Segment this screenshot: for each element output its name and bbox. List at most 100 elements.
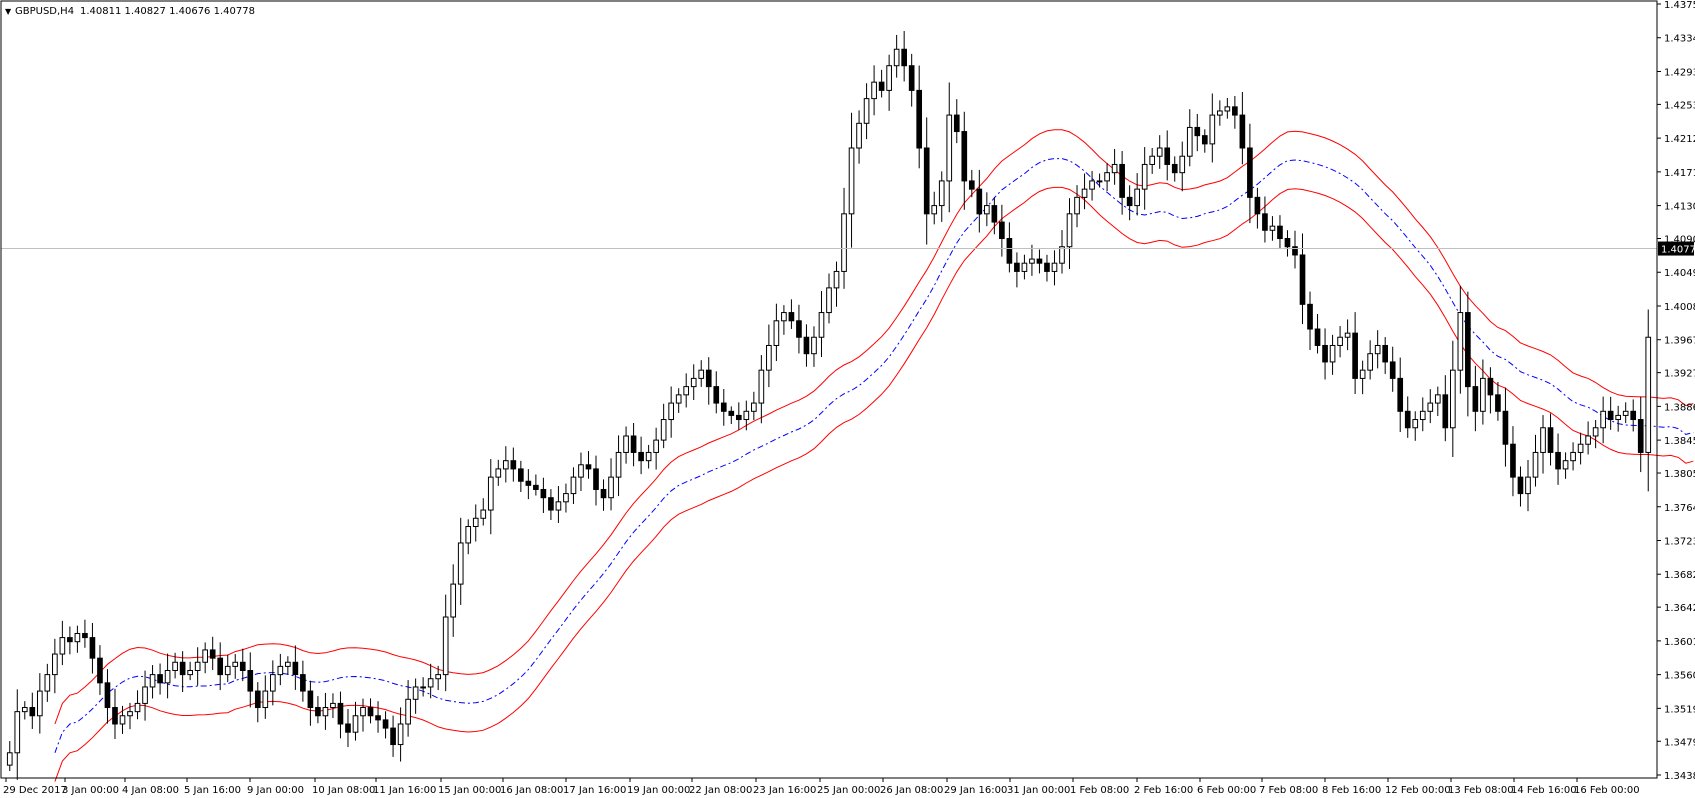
candle — [1126, 185, 1133, 221]
candle — [1510, 426, 1516, 497]
y-tick-label: 1.42120 — [1664, 134, 1695, 145]
candle — [127, 702, 133, 730]
candle — [811, 326, 817, 367]
candle — [1645, 309, 1652, 492]
candle — [1637, 396, 1644, 473]
candle — [337, 691, 344, 739]
candle-body-bear — [1510, 443, 1516, 478]
candle-body-bull — [758, 369, 765, 404]
candle-body-bull — [1344, 332, 1351, 338]
candle-body-bear — [1465, 312, 1471, 388]
candle-body-bear — [803, 336, 810, 355]
candle-body-bull — [931, 205, 938, 215]
candle-body-bull — [690, 377, 697, 388]
candle — [1525, 459, 1531, 512]
candle-body-bear — [239, 661, 246, 671]
candle — [585, 451, 592, 479]
candle-body-bear — [540, 488, 547, 499]
candle — [345, 709, 351, 748]
candle — [1059, 230, 1065, 274]
candle — [360, 698, 366, 732]
candle-body-bull — [946, 114, 953, 182]
x-tick-label: 2 Feb 16:00 — [1134, 785, 1193, 796]
candle — [683, 373, 690, 408]
candle-body-bear — [901, 48, 907, 67]
candle-body-bear — [1292, 246, 1298, 256]
candle-body-bull — [863, 98, 870, 124]
candle — [1532, 434, 1539, 487]
moving-average-line — [54, 158, 1694, 753]
candle — [931, 191, 938, 225]
candle — [239, 648, 246, 682]
candle-body-bull — [1021, 262, 1028, 272]
candle — [848, 112, 855, 248]
candle-body-bear — [1637, 419, 1644, 453]
candle — [1224, 97, 1231, 119]
candle-body-bull — [472, 517, 479, 528]
candle — [21, 701, 28, 720]
candle-body-bull — [202, 649, 209, 663]
candle-body-bull — [984, 205, 990, 215]
candle-body-bull — [420, 686, 426, 689]
candle — [495, 459, 502, 486]
candle-body-bull — [841, 213, 847, 272]
candle-body-bear — [1299, 254, 1306, 305]
candle — [525, 469, 532, 500]
candle — [510, 447, 517, 482]
y-tick-label: 1.35600 — [1664, 671, 1695, 682]
candle-body-bull — [450, 583, 457, 618]
candle — [134, 690, 141, 720]
plot-area[interactable] — [1, 31, 1694, 782]
candle-body-bull — [465, 526, 472, 544]
candle-body-bull — [578, 464, 584, 478]
candle — [758, 355, 765, 424]
collapse-triangle-icon[interactable]: ▼ — [5, 7, 12, 16]
candle — [1239, 92, 1246, 165]
y-tick-label: 1.38450 — [1664, 436, 1695, 447]
candle-body-bear — [1555, 451, 1561, 470]
candle-body-bear — [1006, 238, 1013, 264]
candle-body-bull — [668, 402, 674, 421]
candle — [638, 436, 644, 475]
candle-body-bear — [179, 661, 186, 676]
candle — [1517, 466, 1524, 507]
candle-body-bear — [1044, 262, 1050, 272]
candle-body-bull — [1066, 213, 1073, 248]
candle — [623, 426, 629, 464]
candle — [1089, 170, 1095, 201]
candle-body-bull — [1209, 114, 1216, 145]
candle — [1277, 215, 1283, 250]
candle — [1434, 386, 1441, 417]
candle — [442, 594, 449, 692]
candle — [450, 564, 457, 637]
candle-body-bear — [1164, 147, 1171, 165]
y-tick-label: 1.40080 — [1664, 302, 1695, 313]
candle — [1029, 244, 1035, 276]
candle-body-bull — [1525, 476, 1531, 495]
x-tick-label: 15 Jan 00:00 — [438, 785, 501, 796]
candle-body-bear — [1307, 303, 1313, 330]
candle-body-bull — [675, 394, 682, 404]
candle — [563, 483, 569, 513]
candle — [285, 656, 291, 675]
y-tick-label: 1.42530 — [1664, 100, 1695, 111]
candle — [382, 711, 389, 739]
price-axis[interactable]: 1.43750 1.43340 1.42930 1.42530 1.42120 1.417… — [1656, 0, 1695, 782]
candle — [1149, 148, 1156, 174]
candle-body-bull — [14, 711, 21, 754]
candle-body-bear — [104, 682, 111, 709]
candle — [1156, 135, 1163, 169]
candle-body-bull — [563, 493, 569, 503]
candle-body-bull — [653, 439, 659, 453]
candle-body-bull — [1449, 369, 1456, 429]
candle-body-bear — [525, 480, 532, 486]
candle-body-bear — [1547, 427, 1554, 453]
candle — [487, 459, 494, 535]
candle — [405, 680, 411, 737]
candle — [322, 692, 329, 730]
candle — [142, 670, 148, 721]
candle-body-bull — [502, 460, 509, 470]
x-tick-label: 26 Jan 08:00 — [880, 785, 943, 796]
